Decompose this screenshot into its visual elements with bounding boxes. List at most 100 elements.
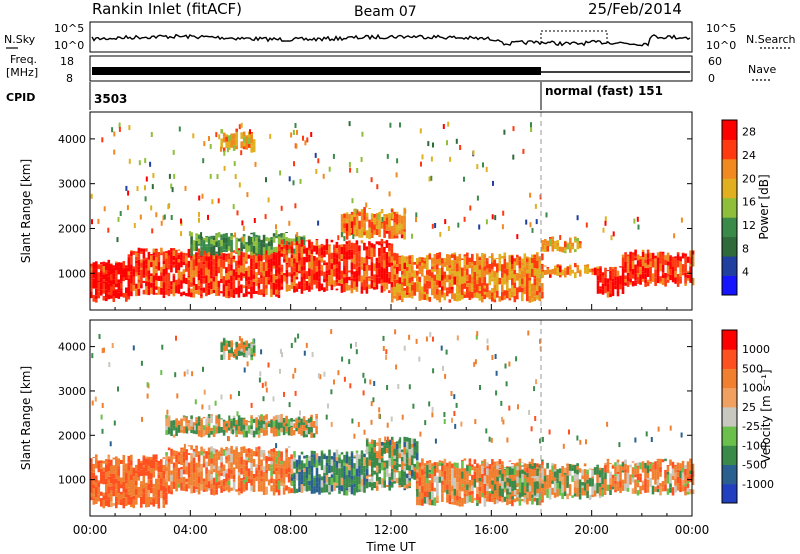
power-band-1	[175, 279, 178, 284]
velocity-sparse-point	[259, 371, 262, 377]
power-band-4	[511, 278, 514, 286]
power-band-0	[120, 290, 123, 297]
velocity-band-0	[130, 504, 133, 508]
power-sparse-point	[492, 180, 494, 186]
velocity-band-3	[403, 454, 406, 464]
power-band-1	[155, 280, 158, 287]
velocity-band-4	[471, 480, 474, 486]
velocity-band-4	[488, 491, 492, 494]
power-band-4	[476, 260, 479, 266]
velocity-sparse-point	[515, 356, 518, 362]
power-band-1	[225, 253, 228, 256]
power-band-8	[689, 266, 692, 275]
velocity-band-4	[458, 498, 462, 504]
velocity-band-2	[360, 454, 364, 463]
velocity-band-4	[428, 502, 432, 506]
velocity-band-0	[117, 468, 121, 476]
power-sparse-point	[502, 210, 505, 216]
velocity-band-1	[227, 485, 231, 493]
velocity-band-5	[571, 465, 574, 468]
velocity-band-5	[598, 492, 602, 496]
velocity-band-0	[107, 486, 111, 494]
velocity-sparse-point	[453, 411, 456, 416]
velocity-band-1	[235, 447, 238, 456]
power-band-10	[393, 235, 396, 239]
velocity-band-5	[548, 494, 552, 500]
velocity-band-6	[636, 490, 640, 496]
velocity-band-3	[370, 479, 374, 483]
power-band-3	[295, 241, 299, 246]
power-band-6	[544, 243, 547, 246]
velocity-band-3	[378, 438, 381, 442]
power-band-1	[217, 266, 221, 274]
power-band-3	[345, 244, 349, 252]
power-band-4	[496, 267, 499, 273]
velocity-band-6	[671, 468, 675, 476]
power-band-3	[308, 254, 311, 259]
velocity-band-4	[466, 474, 469, 479]
power-band-10	[403, 231, 406, 240]
velocity-band-0	[157, 497, 161, 507]
power-band-1	[275, 279, 278, 284]
power-band-6	[541, 246, 545, 250]
nsky-strip: N.Sky 10^5 10^0 10^5 10^0 N.Search	[4, 21, 796, 53]
velocity-band-1	[190, 445, 193, 450]
velocity-band-1	[247, 478, 251, 484]
power-band-4	[453, 252, 457, 255]
power-band-1	[175, 285, 178, 294]
power-band-6	[569, 248, 572, 253]
velocity-band-5	[576, 479, 579, 482]
velocity-band-1	[210, 446, 213, 452]
velocity-band-0	[102, 481, 106, 485]
power-band-3	[318, 260, 321, 267]
power-band-4	[411, 296, 414, 299]
power-band-0	[120, 270, 123, 275]
velocity-band-0	[92, 457, 96, 458]
power-band-1	[265, 288, 268, 295]
velocity-sparse-point	[440, 345, 443, 351]
power-band-4	[393, 256, 397, 261]
velocity-band-6	[669, 483, 672, 487]
velocity-band-0	[95, 486, 98, 495]
velocity-band-3	[370, 447, 374, 455]
velocity-band-1	[287, 486, 291, 494]
velocity-band-5	[513, 463, 517, 467]
velocity-band-0	[135, 485, 138, 489]
velocity-band-6	[616, 485, 620, 491]
power-band-10	[373, 214, 376, 218]
power-band-7	[616, 276, 620, 283]
velocity-band-4	[478, 491, 482, 497]
power-band-1	[230, 281, 233, 289]
power-band-1	[202, 276, 206, 279]
velocity-band-1	[167, 462, 171, 468]
velocity-sparse-point	[506, 437, 509, 443]
velocity-band-6	[609, 471, 612, 478]
power-band-3	[353, 271, 356, 279]
power-band-0	[107, 276, 111, 284]
power-band-2	[247, 245, 251, 252]
velocity-sparse-point	[294, 337, 297, 343]
velocity-sparse-point	[260, 349, 263, 355]
power-band-3	[310, 254, 314, 263]
power-band-10	[360, 235, 364, 238]
velocity-band-5	[566, 463, 569, 467]
power-band-10	[348, 214, 351, 220]
velocity-band-4	[428, 460, 432, 464]
power-band-8	[686, 274, 690, 279]
power-band-3	[285, 283, 289, 292]
velocity-band-5	[541, 468, 544, 476]
power-sparse-point	[432, 142, 434, 148]
power-band-1	[165, 267, 168, 275]
power-band-4	[523, 254, 527, 261]
velocity-band-4	[486, 466, 489, 469]
velocity-band-7	[302, 422, 306, 425]
velocity-band-0	[110, 490, 113, 494]
velocity-band-2	[303, 468, 306, 473]
power-band-8	[646, 264, 650, 268]
power-band-1	[202, 278, 206, 284]
power-band-1	[240, 272, 243, 281]
power-band-4	[473, 292, 477, 298]
velocity-band-2	[358, 476, 361, 485]
power-sparse-point	[348, 162, 351, 167]
